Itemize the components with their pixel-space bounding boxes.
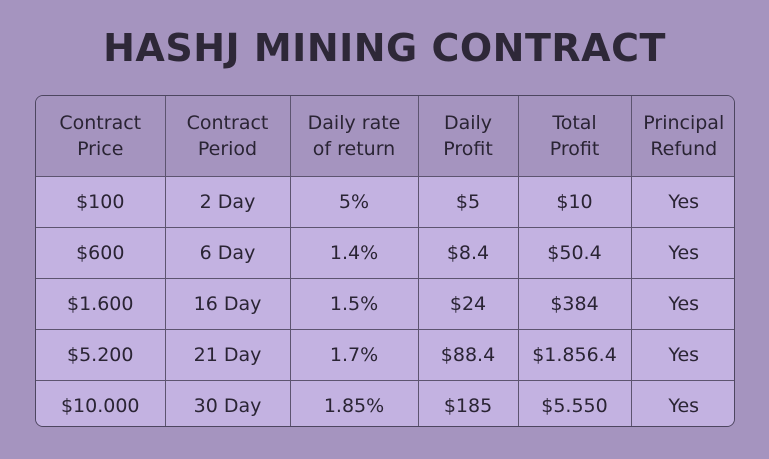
table-row: $600 6 Day 1.4% $8.4 $50.4 Yes <box>36 227 734 279</box>
header-principal-refund: Principal Refund <box>630 96 734 177</box>
cell-contract-price: $100 <box>36 176 166 228</box>
cell-contract-period: 6 Day <box>164 227 291 279</box>
cell-total-profit: $384 <box>517 278 632 330</box>
table-header: Contract Price Contract Period Daily rat… <box>36 96 734 177</box>
cell-total-profit: $5.550 <box>517 380 632 426</box>
cell-daily-profit: $5 <box>417 176 519 228</box>
table-body: $100 2 Day 5% $5 $10 Yes $600 6 Day 1.4%… <box>36 176 734 426</box>
cell-principal-refund: Yes <box>630 227 734 279</box>
cell-contract-period: 30 Day <box>164 380 291 426</box>
cell-principal-refund: Yes <box>630 380 734 426</box>
table-row: $100 2 Day 5% $5 $10 Yes <box>36 176 734 228</box>
cell-daily-rate: 1.7% <box>289 329 419 381</box>
cell-total-profit: $10 <box>517 176 632 228</box>
header-contract-period: Contract Period <box>164 96 291 177</box>
cell-total-profit: $1.856.4 <box>517 329 632 381</box>
cell-daily-profit: $88.4 <box>417 329 519 381</box>
cell-contract-period: 2 Day <box>164 176 291 228</box>
cell-contract-period: 16 Day <box>164 278 291 330</box>
header-total-profit: Total Profit <box>517 96 632 177</box>
cell-principal-refund: Yes <box>630 176 734 228</box>
table-row: $10.000 30 Day 1.85% $185 $5.550 Yes <box>36 380 734 426</box>
cell-contract-price: $1.600 <box>36 278 166 330</box>
cell-daily-profit: $185 <box>417 380 519 426</box>
cell-contract-price: $10.000 <box>36 380 166 426</box>
cell-principal-refund: Yes <box>630 278 734 330</box>
cell-daily-rate: 5% <box>289 176 419 228</box>
cell-daily-profit: $24 <box>417 278 519 330</box>
header-row: Contract Price Contract Period Daily rat… <box>36 96 734 177</box>
header-daily-rate: Daily rate of return <box>289 96 419 177</box>
cell-contract-period: 21 Day <box>164 329 291 381</box>
contract-table: Contract Price Contract Period Daily rat… <box>36 96 734 426</box>
cell-total-profit: $50.4 <box>517 227 632 279</box>
cell-contract-price: $600 <box>36 227 166 279</box>
header-contract-price: Contract Price <box>36 96 166 177</box>
cell-contract-price: $5.200 <box>36 329 166 381</box>
table-row: $5.200 21 Day 1.7% $88.4 $1.856.4 Yes <box>36 329 734 381</box>
cell-daily-profit: $8.4 <box>417 227 519 279</box>
header-daily-profit: Daily Profit <box>417 96 519 177</box>
cell-daily-rate: 1.4% <box>289 227 419 279</box>
page-title: HASHJ MINING CONTRACT <box>103 26 666 70</box>
contract-table-container: Contract Price Contract Period Daily rat… <box>35 95 735 427</box>
cell-daily-rate: 1.85% <box>289 380 419 426</box>
cell-principal-refund: Yes <box>630 329 734 381</box>
cell-daily-rate: 1.5% <box>289 278 419 330</box>
table-row: $1.600 16 Day 1.5% $24 $384 Yes <box>36 278 734 330</box>
